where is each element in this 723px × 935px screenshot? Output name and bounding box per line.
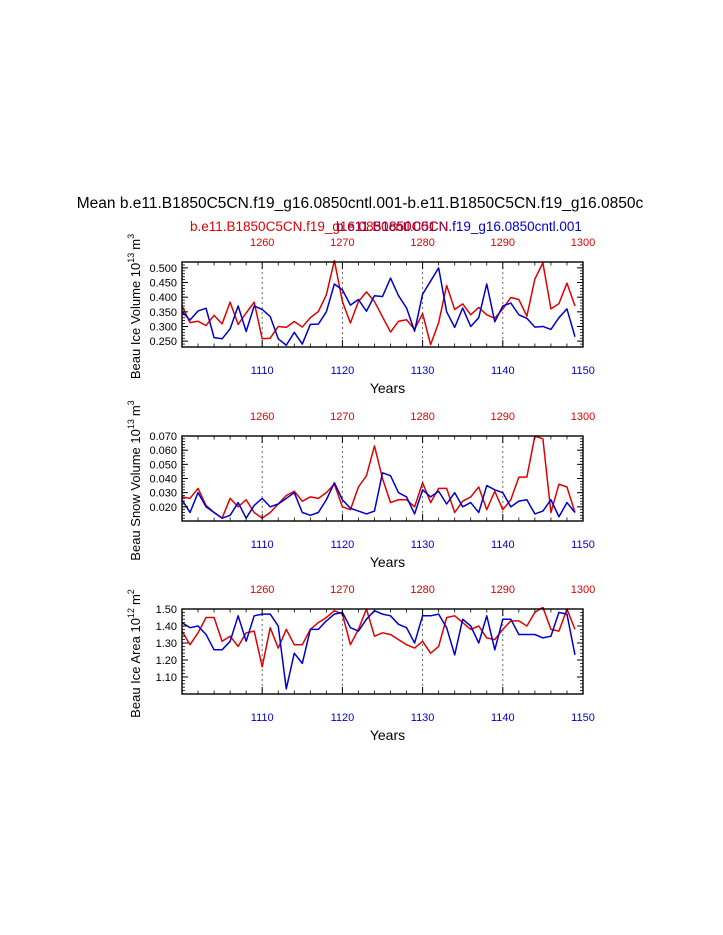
legend-blue-case: b.e11.B1850C5CN.f19_g16.0850cntl.001 [336, 219, 582, 234]
y-tick-label: 0.030 [149, 488, 177, 500]
y-axis-label-unit-exponent: 2 [126, 589, 136, 594]
y-tick-label: 0.050 [149, 459, 177, 471]
plot-frame [181, 608, 584, 695]
x-top-tick-label: 1270 [330, 584, 354, 596]
x-bottom-tick-label: 1110 [251, 365, 274, 377]
x-top-tick-label: 1280 [410, 411, 434, 423]
x-top-tick-label: 1300 [571, 584, 595, 596]
x-bottom-tick-label: 1140 [491, 712, 515, 724]
y-axis-label-unit: m [128, 405, 143, 416]
y-axis-label-exponent: 13 [126, 253, 136, 263]
red-series-line [182, 607, 576, 668]
x-top-tick-label: 1260 [250, 237, 274, 249]
y-axis-label-main: Beau Ice Area 10 [128, 618, 143, 718]
y-axis-label: Beau Ice Area 1012 m2 [126, 589, 143, 718]
y-axis-label-unit-exponent: 3 [126, 234, 136, 239]
y-axis-label-exponent: 12 [126, 608, 136, 618]
y-axis-label: Beau Ice Volume 1013 m3 [126, 234, 143, 379]
x-bottom-tick-label: 1110 [251, 712, 274, 724]
red-series-line [182, 435, 576, 519]
x-top-tick-label: 1260 [250, 411, 274, 423]
x-bottom-tick-label: 1150 [571, 539, 595, 551]
snow-volume-panel: 0.020 0.030 0.040 0.050 0.060 0.070 1110 1120 11… [126, 400, 595, 570]
y-axis-label-unit: m [128, 594, 143, 605]
x-top-tick-label: 1290 [491, 411, 515, 423]
x-axis-label: Years [370, 554, 405, 570]
y-tick-label: 0.020 [149, 502, 177, 514]
legend-red-case: b.e11.B1850C5CN.f19_g16.0850cntl.001 [190, 219, 436, 234]
y-axis-label: Beau Snow Volume 1013 m3 [126, 400, 143, 560]
y-tick-label: 0.400 [149, 292, 177, 304]
x-axis-label: Years [370, 380, 405, 396]
y-tick-label: 0.060 [149, 445, 177, 457]
x-top-tick-label: 1290 [491, 584, 515, 596]
x-bottom-tick-label: 1130 [411, 712, 435, 724]
x-bottom-tick-label: 1150 [571, 712, 595, 724]
y-tick-label: 1.30 [156, 638, 177, 650]
y-tick-label: 1.40 [156, 621, 177, 633]
plot-frame [181, 261, 584, 348]
x-bottom-tick-label: 1130 [411, 539, 435, 551]
x-bottom-tick-label: 1120 [331, 539, 355, 551]
x-top-tick-label: 1280 [410, 584, 434, 596]
x-bottom-tick-label: 1150 [571, 365, 595, 377]
x-top-tick-label: 1300 [571, 237, 595, 249]
y-tick-label: 0.500 [149, 263, 177, 275]
ice-area-panel: 1.10 1.20 1.30 1.40 1.50 1110 1120 1130 1140 1150… [126, 584, 595, 743]
x-bottom-tick-label: 1110 [251, 539, 274, 551]
red-series-line [182, 260, 576, 346]
figure-title: Mean b.e11.B1850C5CN.f19_g16.0850cntl.00… [77, 195, 644, 212]
x-axis-label: Years [370, 727, 405, 743]
y-tick-label: 0.300 [149, 321, 177, 333]
x-top-tick-label: 1270 [330, 237, 354, 249]
y-tick-label: 0.070 [149, 431, 177, 443]
legend-red-case-overlap: b.e11.B1850C5CN [336, 219, 448, 234]
blue-series-line [182, 267, 576, 346]
x-bottom-tick-label: 1120 [331, 365, 355, 377]
y-axis-label-exponent: 13 [126, 419, 136, 429]
y-tick-label: 0.040 [149, 474, 177, 486]
y-axis-label-main: Beau Snow Volume 10 [128, 429, 143, 561]
x-top-tick-label: 1260 [250, 584, 274, 596]
ice-volume-panel: 0.250 0.300 0.350 0.400 0.450 0.500 1110 1120 11… [126, 234, 595, 396]
y-axis-label-main: Beau Ice Volume 10 [128, 263, 143, 379]
y-tick-label: 0.450 [149, 278, 177, 290]
y-tick-label: 1.50 [156, 604, 177, 616]
y-axis-label-unit: m [128, 239, 143, 250]
y-tick-label: 1.20 [156, 655, 177, 667]
blue-series-line [182, 472, 576, 519]
x-top-tick-label: 1290 [491, 237, 515, 249]
x-bottom-tick-label: 1140 [491, 539, 515, 551]
y-tick-label: 0.350 [149, 307, 177, 319]
blue-series-line [182, 609, 576, 690]
x-top-tick-label: 1270 [330, 411, 354, 423]
x-bottom-tick-label: 1140 [491, 365, 515, 377]
y-tick-label: 1.10 [156, 672, 177, 684]
x-top-tick-label: 1300 [571, 411, 595, 423]
x-bottom-tick-label: 1130 [411, 365, 435, 377]
y-axis-label-unit-exponent: 3 [126, 400, 136, 405]
x-bottom-tick-label: 1120 [331, 712, 355, 724]
y-tick-label: 0.250 [149, 336, 177, 348]
x-top-tick-label: 1280 [410, 237, 434, 249]
